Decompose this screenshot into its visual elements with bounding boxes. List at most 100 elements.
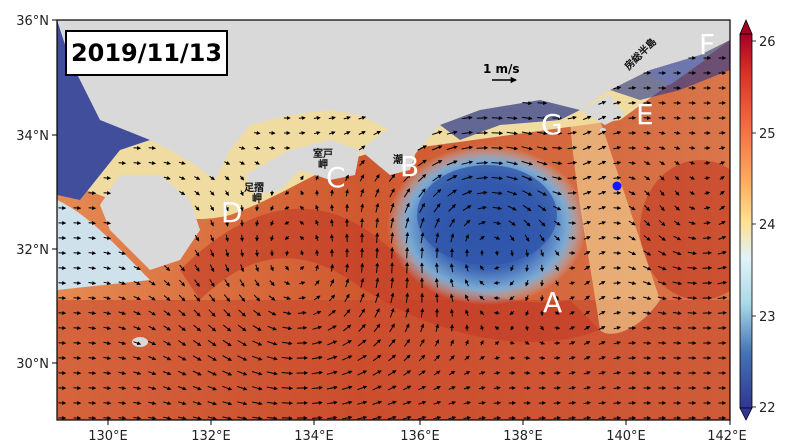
velocity-arrow [643,146,651,150]
velocity-arrow [178,294,186,302]
velocity-arrow [300,250,305,256]
x-tick-label: 136°E [400,429,440,444]
velocity-arrow [177,386,187,391]
velocity-arrow [567,145,578,150]
velocity-arrow [315,234,320,241]
velocity-arrow [657,311,667,316]
velocity-arrow [402,385,412,391]
velocity-arrow [224,161,231,165]
velocity-arrow [148,146,156,150]
velocity-arrow [687,251,697,256]
velocity-arrow [583,251,591,255]
velocity-arrow [598,386,607,390]
velocity-arrow [404,323,410,333]
velocity-arrow [374,174,380,182]
velocity-arrow [328,116,336,120]
velocity-arrow [163,176,171,180]
velocity-arrow [240,234,244,242]
velocity-arrow [465,309,469,317]
velocity-arrow [192,416,202,420]
velocity-arrow [255,220,260,227]
velocity-arrow [88,386,97,391]
velocity-arrow [163,401,172,406]
velocity-arrow [177,355,187,361]
colorbar-tick: 25 [759,127,776,142]
velocity-arrow [118,401,127,406]
velocity-arrow [270,220,275,227]
velocity-arrow [225,249,230,258]
marker-e: E [636,98,654,131]
velocity-arrow [449,263,454,273]
velocity-arrow [299,281,306,286]
velocity-arrow [373,339,381,347]
velocity-arrow [598,221,607,225]
velocity-arrow [225,234,229,242]
velocity-arrow [524,325,529,331]
velocity-arrow [628,100,637,105]
velocity-arrow [388,338,396,347]
velocity-arrow [207,385,217,391]
velocity-arrow [194,264,200,272]
velocity-arrow [521,160,533,166]
velocity-arrow [388,354,397,362]
velocity-arrow [405,277,410,289]
velocity-arrow [375,232,380,243]
velocity-arrow [311,370,323,375]
velocity-arrow [268,310,277,316]
velocity-arrow [284,205,290,210]
velocity-arrow [569,281,576,286]
velocity-arrow [372,385,382,391]
velocity-arrow [299,205,305,211]
place-label-shio: 潮 [393,153,403,166]
velocity-arrow [284,235,290,241]
y-tick-label: 32°N [16,243,49,258]
velocity-arrow [478,221,487,225]
velocity-arrow [208,324,217,332]
velocity-arrow [434,293,439,303]
velocity-arrow [133,311,142,315]
velocity-arrow [628,191,636,195]
velocity-arrow [718,220,726,226]
velocity-arrow [553,220,561,226]
velocity-arrow [297,325,308,330]
velocity-arrow [163,355,172,361]
velocity-arrow [359,174,365,182]
velocity-arrow [254,160,260,165]
velocity-arrow [225,190,229,196]
velocity-arrow [209,279,215,288]
velocity-arrow [462,190,473,196]
colorbar-tick: 24 [759,218,776,233]
velocity-arrow [343,116,351,120]
velocity-arrow [583,371,591,375]
velocity-arrow [613,356,621,360]
velocity-arrow [582,130,592,136]
velocity-arrow [239,175,245,181]
velocity-arrow [418,188,426,198]
velocity-arrow [584,310,591,316]
tick-marks [52,19,731,425]
velocity-arrow [672,311,682,316]
velocity-arrow [73,281,82,286]
velocity-arrow [480,324,485,331]
velocity-arrow [598,205,607,210]
velocity-arrow [148,416,157,420]
velocity-arrow [719,161,726,166]
date-label-box: 2019/11/13 [65,30,228,76]
velocity-arrow [703,235,712,240]
velocity-arrow [133,416,142,420]
velocity-arrow [326,385,338,390]
velocity-arrow [658,131,666,135]
velocity-arrow [133,401,142,406]
velocity-arrow [238,294,246,302]
velocity-arrow [434,339,440,347]
velocity-arrow [281,401,293,406]
velocity-arrow [463,401,471,405]
velocity-arrow [178,340,187,346]
velocity-arrow [148,280,156,286]
velocity-arrow [313,295,321,301]
velocity-arrow [297,310,307,315]
velocity-arrow [674,175,680,181]
velocity-arrow [554,295,559,301]
velocity-arrow [689,145,696,150]
velocity-arrow [251,371,263,376]
